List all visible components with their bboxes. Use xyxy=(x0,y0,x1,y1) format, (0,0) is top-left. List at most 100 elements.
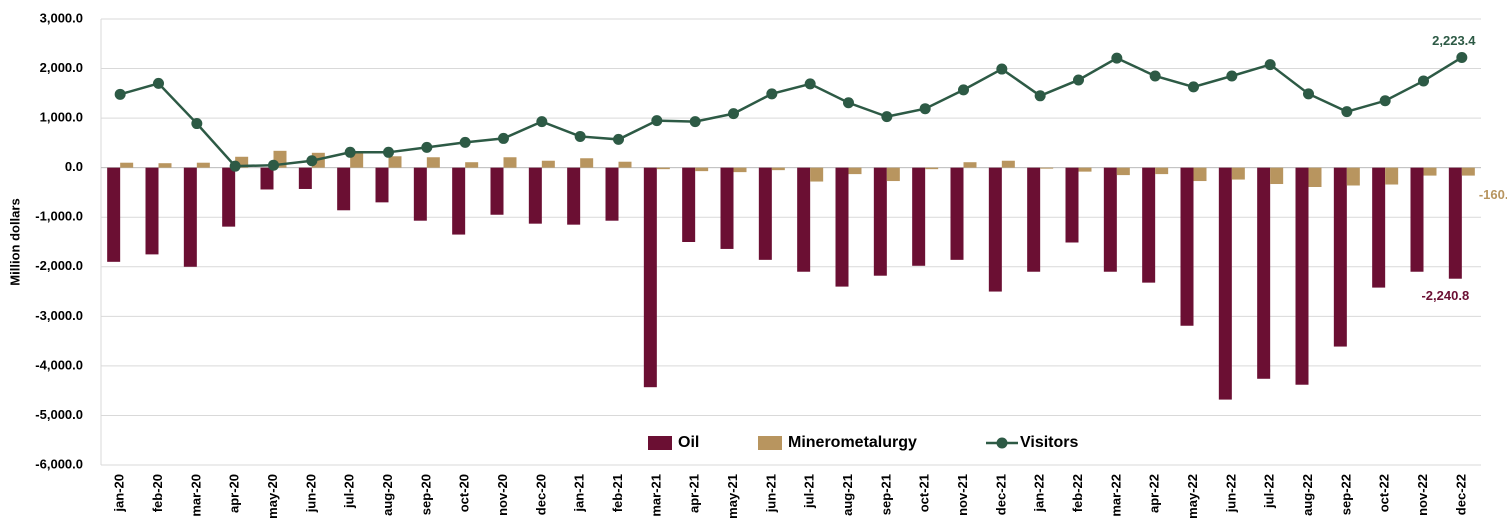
legend-label: Oil xyxy=(678,434,699,451)
x-tick-label: sep-21 xyxy=(878,474,893,515)
bar xyxy=(452,167,466,235)
x-tick-label: dec-22 xyxy=(1453,474,1468,515)
bar xyxy=(618,161,632,168)
bar xyxy=(465,162,479,168)
point xyxy=(344,146,356,158)
bar xyxy=(1040,167,1054,169)
point xyxy=(766,88,778,100)
bar xyxy=(426,157,440,168)
bar xyxy=(580,158,594,168)
bar xyxy=(1078,167,1092,172)
bar xyxy=(1423,167,1437,176)
bar xyxy=(1385,167,1399,185)
data-label: -160.0 xyxy=(1479,187,1507,202)
bar xyxy=(1372,167,1386,288)
bar xyxy=(733,167,747,173)
point xyxy=(804,78,816,90)
point xyxy=(191,118,203,130)
x-tick-label: feb-20 xyxy=(150,474,165,512)
bar xyxy=(835,167,849,287)
bar xyxy=(1295,167,1309,385)
bar xyxy=(643,167,657,388)
y-axis-label: Million dollars xyxy=(7,198,22,285)
bar xyxy=(682,167,696,242)
y-tick-label: 0.0 xyxy=(65,159,83,174)
point xyxy=(1226,70,1238,82)
bar xyxy=(1065,167,1079,243)
y-tick-label: -1,000.0 xyxy=(35,209,83,224)
x-tick-label: jan-21 xyxy=(572,474,587,513)
x-tick-label: dec-21 xyxy=(993,474,1008,515)
y-tick-label: -6,000.0 xyxy=(35,456,83,471)
x-tick-label: apr-21 xyxy=(687,474,702,513)
x-tick-label: apr-20 xyxy=(227,474,242,513)
point xyxy=(153,77,164,89)
bar xyxy=(183,167,197,267)
bar xyxy=(1027,167,1041,272)
x-tick-label: jun-21 xyxy=(763,474,778,513)
bar xyxy=(988,167,1002,292)
bar xyxy=(235,156,249,168)
bar xyxy=(1116,167,1130,176)
bar xyxy=(950,167,964,260)
point xyxy=(1111,52,1123,64)
bar xyxy=(222,167,236,227)
bar xyxy=(541,160,555,168)
x-tick-label: may-22 xyxy=(1185,474,1200,519)
x-tick-label: may-20 xyxy=(265,474,280,519)
x-tick-label: may-21 xyxy=(725,474,740,519)
legend-swatch xyxy=(648,436,672,450)
bar xyxy=(1155,167,1169,175)
point xyxy=(919,103,931,115)
y-tick-label: -3,000.0 xyxy=(35,308,83,323)
bar xyxy=(120,162,134,168)
point xyxy=(114,88,126,100)
legend-swatch xyxy=(758,436,782,450)
x-tick-label: aug-22 xyxy=(1300,474,1315,516)
bar xyxy=(1103,167,1117,272)
x-tick-label: mar-21 xyxy=(648,474,663,517)
point xyxy=(1456,51,1468,63)
point xyxy=(306,155,318,167)
x-tick-label: jul-21 xyxy=(802,474,817,509)
point xyxy=(1341,106,1353,118)
bar xyxy=(1308,167,1322,187)
point xyxy=(268,159,279,171)
point xyxy=(574,130,586,142)
point xyxy=(421,141,433,153)
x-tick-label: aug-21 xyxy=(840,474,855,516)
x-tick-label: sep-20 xyxy=(418,474,433,515)
point xyxy=(383,146,394,158)
bar xyxy=(848,167,862,175)
x-tick-label: jul-20 xyxy=(342,474,357,509)
x-tick-label: feb-21 xyxy=(610,474,625,512)
point xyxy=(498,132,509,144)
bar xyxy=(1410,167,1424,272)
x-tick-label: nov-22 xyxy=(1415,474,1430,516)
bar xyxy=(1142,167,1156,283)
x-tick-label: sep-22 xyxy=(1338,474,1353,515)
bar xyxy=(413,167,427,221)
point xyxy=(1073,74,1084,86)
bar xyxy=(145,167,159,255)
point xyxy=(1149,70,1161,82)
bar xyxy=(107,167,121,262)
point xyxy=(229,160,241,172)
point xyxy=(1264,59,1276,71)
point xyxy=(1379,95,1391,107)
bar xyxy=(1001,160,1015,168)
y-tick-label: -4,000.0 xyxy=(35,357,83,372)
point xyxy=(843,97,854,109)
point xyxy=(1418,75,1429,87)
line xyxy=(119,56,1463,168)
x-tick-label: jul-22 xyxy=(1262,474,1277,509)
point xyxy=(459,136,471,148)
bar xyxy=(912,167,926,266)
bar xyxy=(720,167,734,249)
x-tick-label: oct-22 xyxy=(1377,474,1392,512)
point xyxy=(536,116,548,128)
x-tick-label: mar-20 xyxy=(188,474,203,517)
bar xyxy=(886,167,900,182)
